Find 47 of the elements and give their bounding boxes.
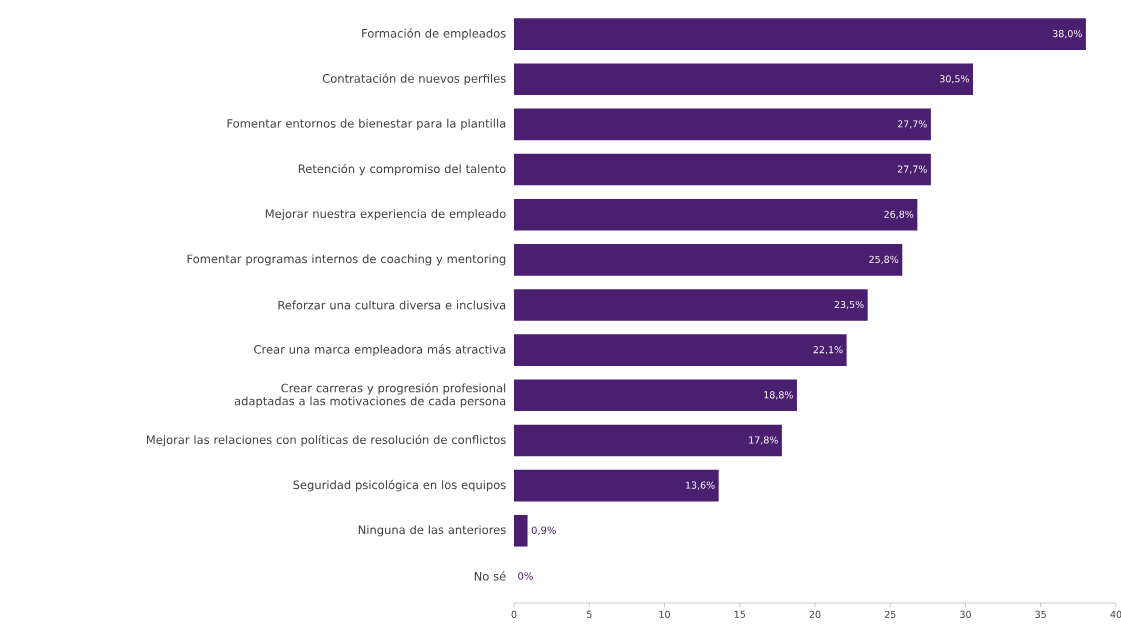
bar — [514, 108, 931, 141]
x-tick-label: 40 — [1110, 610, 1121, 618]
x-tick-label: 10 — [659, 610, 670, 618]
bar — [514, 334, 847, 366]
data-label: 22,1% — [813, 346, 843, 355]
y-tick-label: Crear carreras y progresión profesional adaptadas a las motivaciones de cada persona — [234, 383, 506, 408]
y-tick-label: Seguridad psicológica en los equipos — [293, 479, 506, 492]
bar — [514, 198, 918, 231]
y-tick-label: Contratación de nuevos perfiles — [322, 73, 506, 86]
data-label: 27,7% — [897, 120, 927, 129]
x-tick-label: 25 — [884, 610, 896, 618]
bar — [514, 244, 903, 276]
data-label: 18,8% — [764, 391, 793, 400]
bar — [514, 514, 528, 547]
x-tick-label: 0 — [511, 610, 517, 618]
y-tick-label: Crear una marca empleadora más atractiva — [254, 344, 506, 356]
data-label: 30,5% — [940, 75, 969, 84]
data-label: 0% — [518, 572, 533, 580]
y-tick-label: No sé — [474, 571, 506, 581]
bar — [514, 424, 782, 457]
y-tick-label: Ninguna de las anteriores — [358, 525, 506, 537]
data-label: 17,8% — [749, 436, 778, 445]
bar — [514, 63, 974, 96]
bar — [514, 289, 868, 321]
x-tick-label: 15 — [734, 610, 745, 618]
bar — [514, 18, 1086, 50]
y-tick-label: Mejorar nuestra experiencia de empleado — [265, 209, 506, 221]
bar — [514, 469, 719, 502]
x-tick-label: 5 — [586, 610, 592, 618]
x-tick-label: 30 — [960, 610, 971, 618]
y-tick-label: Fomentar entornos de bienestar para la plantilla — [227, 118, 506, 130]
y-tick-label: Reforzar una cultura diversa e inclusiva — [278, 300, 506, 310]
bar — [514, 153, 931, 186]
x-tick-label: 20 — [809, 610, 821, 618]
x-tick-label: 35 — [1035, 610, 1046, 618]
data-label: 25,8% — [869, 255, 899, 264]
data-label: 27,7% — [897, 165, 927, 174]
y-tick-label: Fomentar programas internos de coaching y mentoring — [187, 254, 506, 266]
data-label: 0,9% — [531, 526, 556, 536]
y-tick-label: Formación de empleados — [362, 28, 506, 40]
y-tick-label: Mejorar las relaciones con políticas de resolución de conflictos — [146, 434, 506, 447]
y-tick-label: Retención y compromiso del talento — [298, 163, 506, 176]
data-label: 13,6% — [686, 481, 715, 490]
data-label: 38,0% — [1052, 30, 1082, 39]
data-label: 26,8% — [884, 210, 914, 219]
data-label: 23,5% — [834, 300, 864, 310]
bar — [514, 379, 797, 412]
